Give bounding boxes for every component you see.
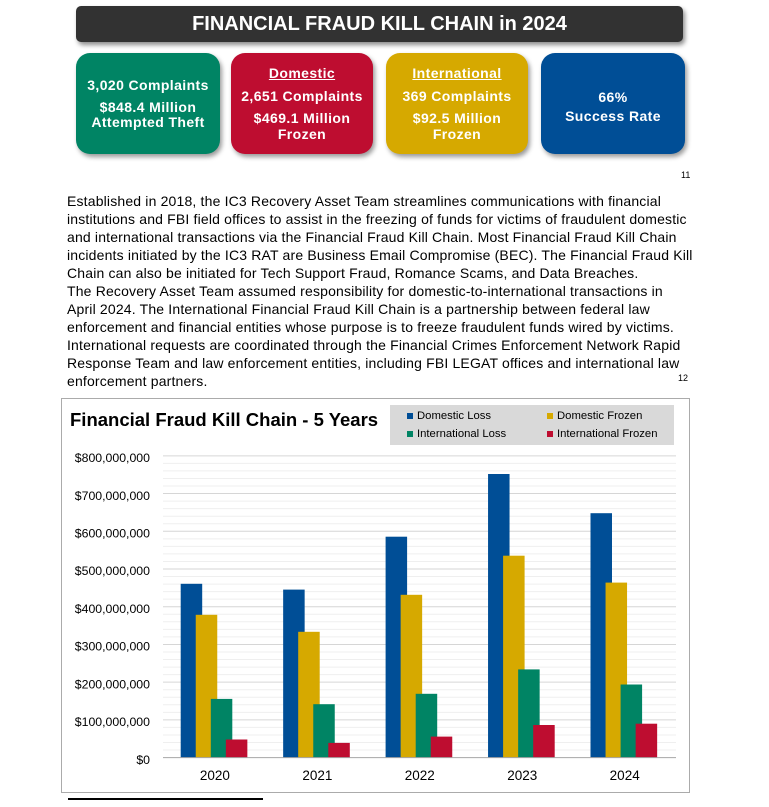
- svg-text:2024: 2024: [610, 768, 641, 783]
- svg-text:2020: 2020: [200, 768, 230, 783]
- svg-text:$800,000,000: $800,000,000: [75, 451, 150, 465]
- svg-text:2021: 2021: [302, 768, 332, 783]
- svg-text:$200,000,000: $200,000,000: [75, 677, 150, 691]
- svg-text:$400,000,000: $400,000,000: [75, 602, 150, 616]
- svg-text:$700,000,000: $700,000,000: [75, 489, 150, 503]
- svg-text:$100,000,000: $100,000,000: [75, 715, 150, 729]
- svg-text:2022: 2022: [405, 768, 435, 783]
- svg-text:$500,000,000: $500,000,000: [75, 564, 150, 578]
- svg-text:$300,000,000: $300,000,000: [75, 640, 150, 654]
- svg-text:2023: 2023: [507, 768, 537, 783]
- svg-text:$0: $0: [136, 753, 150, 767]
- svg-text:$600,000,000: $600,000,000: [75, 526, 150, 540]
